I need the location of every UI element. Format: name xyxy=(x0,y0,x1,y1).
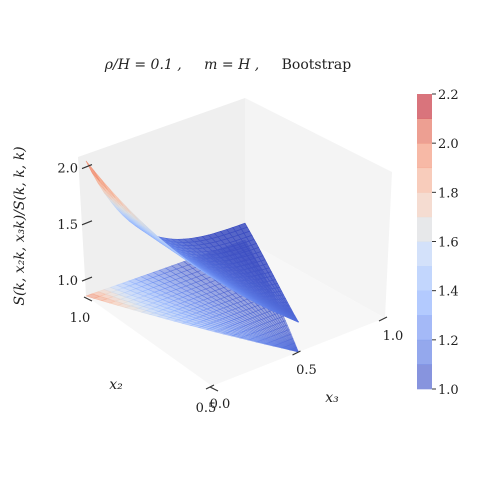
colorbar-tick-label: 2.2 xyxy=(438,88,459,103)
colorbar-level xyxy=(417,167,432,193)
y-tick-mark xyxy=(209,386,219,392)
z-tick-mark xyxy=(81,276,93,282)
colorbar-level xyxy=(417,118,432,144)
colorbar-tick-label: 1.6 xyxy=(438,236,459,251)
title-part-rho: ρ/H = 0.1 , xyxy=(104,57,182,73)
x-tick-label: 0.0 xyxy=(210,397,231,412)
colorbar-level xyxy=(417,216,432,242)
z-tick-label: 2.0 xyxy=(57,162,78,177)
colorbar-tick-label: 1.0 xyxy=(438,383,459,398)
x-tick-mark xyxy=(378,316,388,322)
y-tick-mark xyxy=(83,296,93,302)
colorbar-level xyxy=(417,290,432,316)
y-tick-label: 0.5 xyxy=(196,401,217,416)
colorbar-level xyxy=(417,266,432,291)
y-tick-label: 1.0 xyxy=(70,311,91,326)
colorbar-level xyxy=(417,192,432,218)
z-axis-label: S(k, x₂k, x₃k)/S(k, k, k) xyxy=(12,146,28,305)
x-tick-label: 0.5 xyxy=(296,363,317,378)
colorbar-tick-label: 1.8 xyxy=(438,186,459,201)
title-part-m: m = H , xyxy=(204,57,259,73)
x-tick-mark xyxy=(205,384,215,390)
z-tick-label: 1.5 xyxy=(57,218,78,233)
floor-projection xyxy=(85,239,299,353)
x-axis-label: x₃ xyxy=(325,390,339,406)
y-axis: 0.5 1.0 xyxy=(70,296,219,416)
y-axis-label: x₂ xyxy=(109,377,123,393)
z-tick-mark xyxy=(81,163,93,170)
title-part-method: Bootstrap xyxy=(282,57,352,73)
x-tick-label: 1.0 xyxy=(383,329,404,344)
colorbar-level xyxy=(417,339,432,365)
chart-title: ρ/H = 0.1 , m = H , Bootstrap xyxy=(104,57,351,73)
colorbar: 1.0 1.2 1.4 1.6 1.8 2.0 2.2 xyxy=(417,88,459,398)
colorbar-level xyxy=(417,143,432,169)
floor-contour-cell xyxy=(295,347,299,353)
z-tick-mark xyxy=(81,220,93,226)
z-axis: 1.0 1.5 2.0 xyxy=(57,162,93,289)
colorbar-level xyxy=(417,241,432,267)
x-axis: 0.0 0.5 1.0 xyxy=(205,316,404,412)
colorbar-tick-label: 1.2 xyxy=(438,334,459,349)
colorbar-tick-label: 1.4 xyxy=(438,285,459,300)
colorbar-level xyxy=(417,94,432,119)
x-tick-mark xyxy=(292,350,301,356)
colorbar-level xyxy=(417,364,432,390)
colorbar-tick-label: 2.0 xyxy=(438,137,459,152)
colorbar-level xyxy=(417,315,432,341)
back-right-pane xyxy=(245,98,392,318)
z-tick-label: 1.0 xyxy=(57,274,78,289)
